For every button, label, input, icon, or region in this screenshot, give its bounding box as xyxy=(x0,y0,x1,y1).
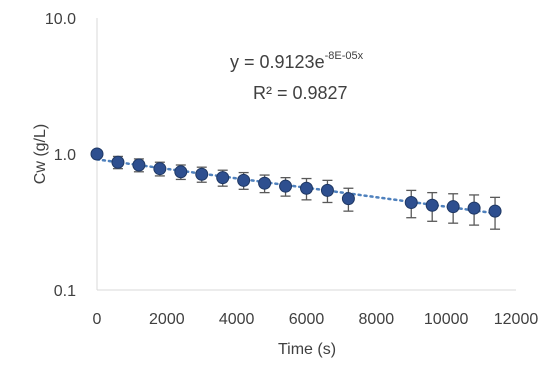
x-tick-label: 10000 xyxy=(424,311,469,328)
ticks-group: 0 2000 4000 6000 8000 10000 12000 0.1 1.0 10.0 xyxy=(45,11,538,328)
data-point xyxy=(404,195,418,209)
data-point xyxy=(111,155,125,169)
data-point xyxy=(446,200,460,214)
y-tick-label: 10.0 xyxy=(45,11,76,28)
data-point xyxy=(467,201,481,215)
data-point xyxy=(237,173,251,187)
data-point xyxy=(425,198,439,212)
x-tick-label: 0 xyxy=(93,311,102,328)
data-point xyxy=(132,158,146,172)
data-point xyxy=(174,165,188,179)
data-point xyxy=(300,181,313,195)
trendline-equation-main: y = 0.9123e xyxy=(230,52,325,72)
trendline-equation: y = 0.9123e-8E-05x xyxy=(230,50,364,72)
errorbars-group xyxy=(92,151,501,230)
trendline-equation-exponent: -8E-05x xyxy=(325,50,364,62)
trendline-r2: R² = 0.9827 xyxy=(253,83,348,103)
y-tick-label: 1.0 xyxy=(54,147,76,164)
data-point xyxy=(195,167,209,181)
data-point xyxy=(153,162,167,176)
x-tick-label: 8000 xyxy=(359,311,395,328)
y-tick-label: 0.1 xyxy=(54,283,76,300)
data-point xyxy=(279,179,293,193)
x-tick-label: 4000 xyxy=(219,311,255,328)
data-point xyxy=(341,192,355,206)
data-point xyxy=(488,204,502,218)
points-group xyxy=(90,147,502,218)
x-axis-label: Time (s) xyxy=(278,341,336,358)
x-tick-label: 6000 xyxy=(289,311,325,328)
data-point xyxy=(90,147,104,161)
y-axis-label: Cw (g/L) xyxy=(32,124,49,184)
x-tick-label: 12000 xyxy=(494,311,539,328)
data-point xyxy=(216,171,230,185)
x-tick-label: 2000 xyxy=(149,311,185,328)
data-point xyxy=(258,176,272,190)
data-point xyxy=(320,183,334,197)
